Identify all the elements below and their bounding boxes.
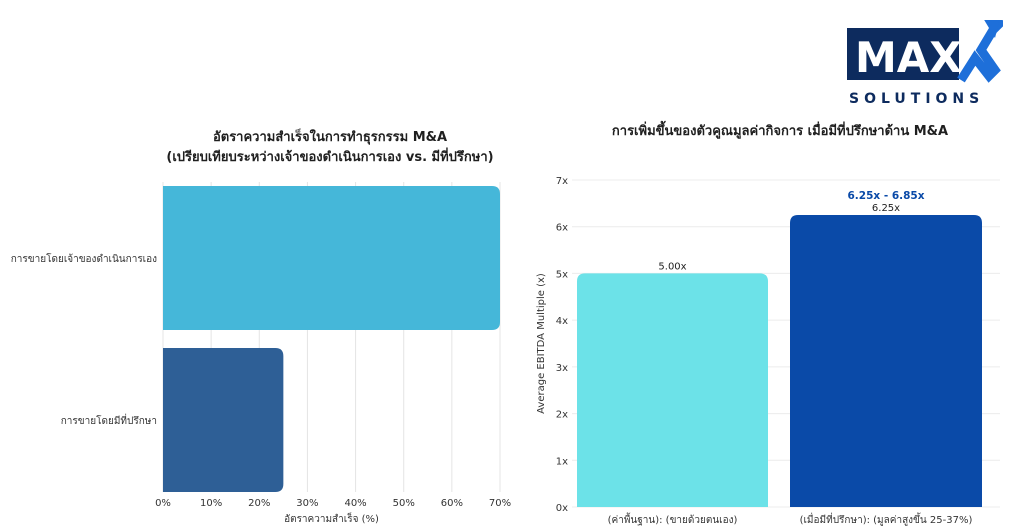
x-tick-label: 70% (489, 498, 511, 509)
x-axis-label: อัตราความสำเร็จ (%) (284, 511, 379, 525)
left-chart: 0% 10% 20% 30% 40% 50% 60% 70% อัตราความสำเร็จ (… (11, 182, 511, 525)
y-axis-label: Average EBITDA Multiple (x) (536, 273, 547, 414)
x-tick-label: 50% (393, 498, 415, 509)
bar (163, 186, 500, 330)
y-tick-label: 2x (556, 410, 568, 421)
logo-block (847, 28, 959, 80)
y-tick-label: 3x (556, 363, 568, 374)
bar (163, 348, 284, 492)
x-tick-label: 40% (344, 498, 366, 509)
y-tick-label: 6x (556, 223, 568, 234)
y-tick-label: 1x (556, 456, 568, 467)
x-tick-label: 60% (441, 498, 463, 509)
y-category-label: การขายโดยมีที่ปรึกษา (61, 413, 157, 427)
x-category-label: (เมื่อมีที่ปรึกษา): (มูลค่าสูงขึ้น 25-37… (800, 512, 973, 526)
y-tick-label: 5x (556, 269, 568, 280)
y-category-label: การขายโดยเจ้าของดำเนินการเอง (11, 252, 157, 265)
right-chart-title: การเพิ่มขึ้นของตัวคูณมูลค่ากิจการ เมื่อม… (611, 124, 949, 139)
logo-arrowhead-icon (984, 20, 999, 38)
range-annotation: 6.25x - 6.85x (847, 190, 924, 202)
x-category-label: (ค่าพื้นฐาน): (ขายด้วยตนเอง) (608, 512, 738, 526)
right-chart: 0x 1x 2x 3x 4x 5x 6x 7x Average EBITDA Multiple … (536, 176, 1000, 526)
y-tick-label: 0x (556, 503, 568, 514)
left-chart-title-line1: อัตราความสำเร็จในการทำธุรกรรม M&A (212, 130, 448, 145)
y-tick-label: 4x (556, 316, 568, 327)
logo-wordmark: MAX (855, 33, 962, 82)
x-tick-label: 20% (248, 498, 270, 509)
x-tick-label: 0% (155, 498, 171, 509)
max-solutions-logo: MAX SOLUTIONS (847, 20, 1003, 107)
y-tick-label: 7x (556, 176, 568, 187)
left-chart-title-line2: (เปรียบเทียบระหว่างเจ้าของดำเนินการเอง v… (166, 150, 494, 165)
x-tick-label: 30% (296, 498, 318, 509)
bar-value-label: 5.00x (658, 261, 686, 272)
bar (790, 215, 982, 507)
bar-value-label: 6.25x (872, 203, 900, 214)
logo-subtitle: SOLUTIONS (849, 91, 984, 107)
bar (577, 273, 768, 507)
x-tick-label: 10% (200, 498, 222, 509)
